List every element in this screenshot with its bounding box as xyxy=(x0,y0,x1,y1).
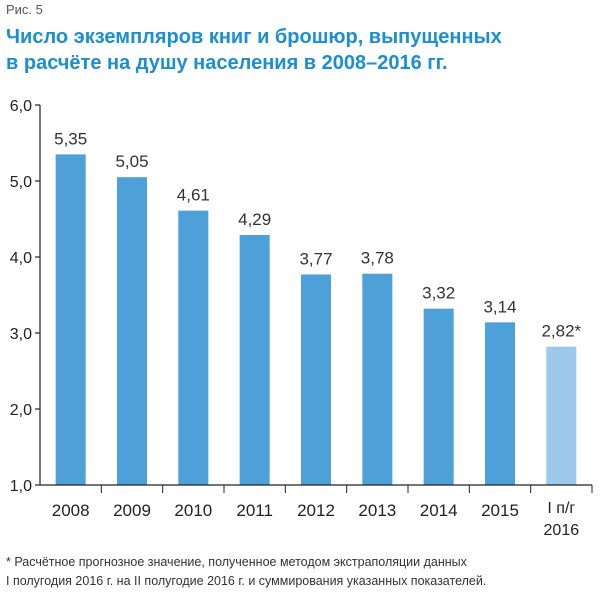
bar-value-label: 4,29 xyxy=(238,210,271,229)
bars: 5,35 5,05 4,61 4,29 3,77 3,78 3,32 3,14 2,82* xyxy=(54,129,582,485)
chart-title-line-1: Число экземпляров книг и брошюр, выпущен… xyxy=(6,26,502,48)
y-tick-label: 3,0 xyxy=(10,326,32,343)
bar-value-label: 3,32 xyxy=(422,284,455,303)
bar xyxy=(116,177,148,485)
y-tick-label: 6,0 xyxy=(10,98,32,115)
bar xyxy=(178,210,209,485)
bar xyxy=(362,273,393,485)
y-tick-label: 1,0 xyxy=(10,478,32,495)
bar xyxy=(55,154,86,485)
footnote-line-1: * Расчётное прогнозное значение, получен… xyxy=(6,555,467,569)
x-axis: 2008 2009 2010 2011 2012 2013 2014 2015 I п/г 201… xyxy=(40,484,593,539)
x-tick-label: 2014 xyxy=(420,501,458,520)
footnote-line-2: I полугодия 2016 г. на II полугодие 2016… xyxy=(6,574,487,588)
y-axis: 1,0 2,0 3,0 4,0 5,0 6,0 xyxy=(10,98,41,495)
bar-value-label: 3,77 xyxy=(299,249,332,268)
x-tick-label: 2013 xyxy=(358,501,396,520)
chart-title-line-2: в расчёте на душу населения в 2008–2016 … xyxy=(6,52,448,74)
chart-title: Число экземпляров книг и брошюр, выпущен… xyxy=(6,24,596,76)
bar xyxy=(423,308,454,485)
bar-value-label: 5,05 xyxy=(115,152,148,171)
bar xyxy=(300,274,332,485)
bar-value-label: 3,14 xyxy=(483,297,516,316)
bar-value-label: 2,82* xyxy=(541,322,581,341)
bar xyxy=(239,234,270,485)
footnote: * Расчётное прогнозное значение, получен… xyxy=(6,553,598,591)
bar xyxy=(484,322,516,485)
x-tick-label: 2008 xyxy=(52,501,90,520)
y-tick-label: 4,0 xyxy=(10,250,32,267)
x-tick-label: I п/г xyxy=(547,500,575,517)
x-tick-label: 2012 xyxy=(297,501,335,520)
bar-value-label: 3,78 xyxy=(361,249,394,268)
bar-value-label: 5,35 xyxy=(54,129,87,148)
bar-value-label: 4,61 xyxy=(177,186,210,205)
x-tick-label: 2016 xyxy=(544,522,580,539)
x-tick-label: 2015 xyxy=(481,501,519,520)
y-tick-label: 5,0 xyxy=(10,174,32,191)
y-tick-label: 2,0 xyxy=(10,402,32,419)
bar xyxy=(546,346,577,485)
x-tick-label: 2009 xyxy=(113,501,151,520)
x-tick-label: 2011 xyxy=(236,501,273,520)
figure-label: Рис. 5 xyxy=(6,2,43,17)
x-tick-label: 2010 xyxy=(174,501,212,520)
